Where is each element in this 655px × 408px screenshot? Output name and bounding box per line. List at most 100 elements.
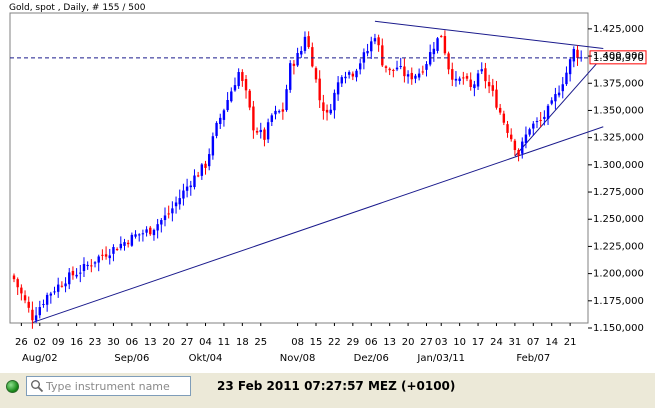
- candle[interactable]: [347, 70, 351, 79]
- candle[interactable]: [178, 189, 181, 210]
- candle[interactable]: [491, 78, 494, 97]
- candle[interactable]: [219, 113, 222, 129]
- candle[interactable]: [252, 100, 255, 139]
- candle[interactable]: [204, 160, 207, 175]
- candle[interactable]: [75, 268, 78, 279]
- candle[interactable]: [510, 128, 513, 142]
- candle[interactable]: [528, 127, 531, 137]
- candle[interactable]: [189, 180, 192, 196]
- candle[interactable]: [484, 62, 487, 89]
- candle[interactable]: [462, 71, 465, 85]
- candle[interactable]: [344, 71, 347, 84]
- candle[interactable]: [211, 132, 215, 160]
- candle[interactable]: [285, 84, 288, 112]
- candle[interactable]: [579, 50, 583, 62]
- candle[interactable]: [134, 230, 137, 239]
- candle[interactable]: [292, 60, 296, 75]
- candle[interactable]: [487, 74, 491, 94]
- candle[interactable]: [443, 30, 447, 56]
- candle[interactable]: [68, 267, 71, 290]
- candle[interactable]: [233, 77, 237, 92]
- candle[interactable]: [370, 36, 373, 59]
- candle[interactable]: [20, 284, 23, 301]
- candle[interactable]: [152, 228, 156, 241]
- trendline[interactable]: [374, 20, 604, 49]
- candle[interactable]: [126, 239, 130, 248]
- chart-area[interactable]: 1.398,370 1.425,000 1.400,000 1.375,000 1.3…: [0, 0, 655, 373]
- candle[interactable]: [366, 43, 369, 57]
- candle[interactable]: [56, 277, 60, 298]
- candle[interactable]: [410, 67, 413, 85]
- candle[interactable]: [182, 183, 185, 206]
- candle[interactable]: [215, 121, 218, 139]
- candle[interactable]: [255, 127, 259, 135]
- candle[interactable]: [377, 34, 380, 52]
- candle[interactable]: [417, 68, 421, 81]
- candle[interactable]: [259, 122, 262, 139]
- candle[interactable]: [502, 110, 506, 126]
- candle[interactable]: [325, 104, 329, 121]
- candle[interactable]: [141, 229, 145, 242]
- candle[interactable]: [174, 196, 178, 214]
- candle[interactable]: [572, 46, 576, 68]
- candle[interactable]: [465, 73, 469, 82]
- candle[interactable]: [281, 102, 285, 120]
- candle[interactable]: [93, 261, 97, 268]
- candle[interactable]: [289, 60, 292, 93]
- candle[interactable]: [307, 31, 310, 49]
- candle[interactable]: [543, 110, 546, 126]
- candle[interactable]: [425, 61, 428, 77]
- candle[interactable]: [355, 68, 358, 82]
- candle[interactable]: [97, 254, 100, 272]
- candle[interactable]: [388, 67, 391, 76]
- candle[interactable]: [60, 281, 64, 288]
- candle[interactable]: [322, 94, 325, 120]
- candle[interactable]: [336, 76, 340, 101]
- candle[interactable]: [495, 80, 498, 110]
- candle[interactable]: [277, 109, 281, 114]
- candle[interactable]: [34, 307, 38, 324]
- candle[interactable]: [79, 264, 82, 283]
- candle[interactable]: [196, 171, 200, 178]
- candle[interactable]: [447, 51, 450, 75]
- trendline[interactable]: [514, 55, 604, 157]
- candle[interactable]: [112, 244, 115, 262]
- candle[interactable]: [359, 58, 362, 75]
- candle[interactable]: [451, 62, 454, 87]
- candle[interactable]: [130, 232, 134, 247]
- candle[interactable]: [480, 62, 483, 74]
- candle[interactable]: [546, 103, 550, 125]
- candle[interactable]: [473, 80, 476, 97]
- candle[interactable]: [414, 73, 417, 84]
- candle[interactable]: [440, 34, 443, 38]
- candle[interactable]: [200, 163, 204, 180]
- candle[interactable]: [554, 87, 557, 110]
- candle[interactable]: [454, 71, 458, 87]
- candle[interactable]: [163, 207, 167, 227]
- candle[interactable]: [333, 89, 336, 119]
- candle[interactable]: [329, 103, 332, 115]
- candle[interactable]: [550, 97, 553, 106]
- candle[interactable]: [171, 201, 174, 222]
- candle[interactable]: [469, 72, 472, 91]
- instrument-search-box[interactable]: [26, 376, 191, 396]
- candle[interactable]: [392, 68, 395, 78]
- instrument-search-input[interactable]: [46, 378, 186, 394]
- candle[interactable]: [167, 205, 170, 219]
- candle[interactable]: [12, 273, 16, 283]
- candle[interactable]: [561, 77, 564, 99]
- candle[interactable]: [241, 69, 244, 87]
- candle[interactable]: [222, 108, 226, 127]
- candle[interactable]: [42, 299, 45, 308]
- candle[interactable]: [244, 75, 248, 99]
- candle[interactable]: [38, 300, 41, 319]
- candle[interactable]: [517, 148, 520, 162]
- candle[interactable]: [395, 60, 399, 72]
- candle[interactable]: [53, 286, 56, 295]
- candle[interactable]: [340, 75, 343, 88]
- candle[interactable]: [476, 69, 480, 91]
- candle[interactable]: [193, 169, 196, 190]
- candle[interactable]: [498, 103, 502, 115]
- candle[interactable]: [31, 301, 34, 329]
- candle[interactable]: [185, 178, 189, 198]
